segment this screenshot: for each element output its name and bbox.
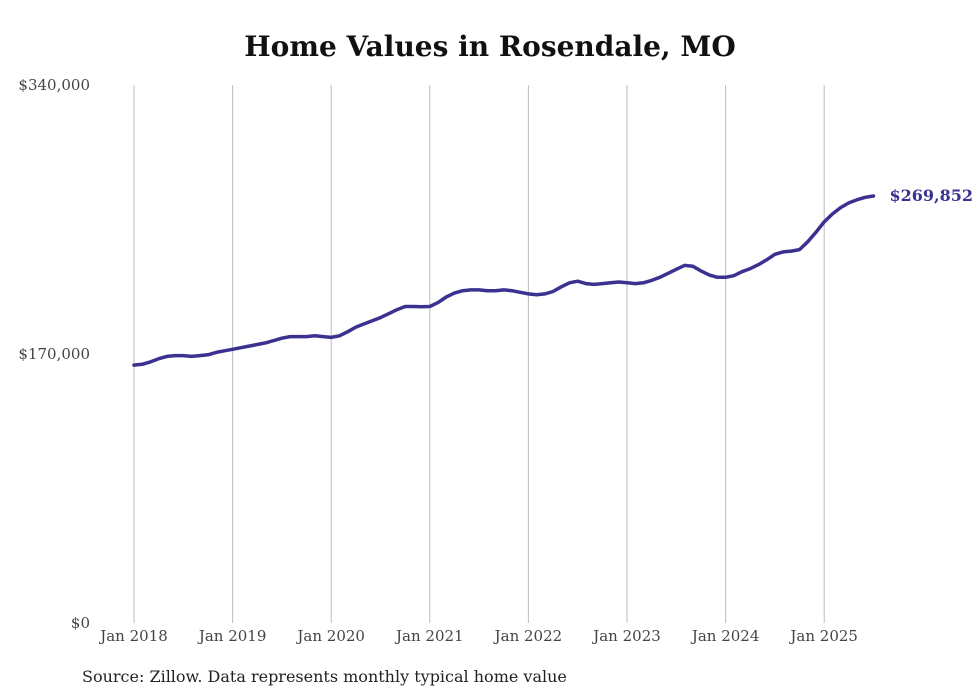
- chart-title: Home Values in Rosendale, MO: [244, 30, 736, 63]
- home-value-line: [132, 194, 876, 367]
- x-tick-label: Jan 2021: [394, 627, 464, 645]
- gridlines: [133, 85, 825, 623]
- x-tick-label: Jan 2023: [591, 627, 661, 645]
- source-note: Source: Zillow. Data represents monthly …: [82, 667, 567, 686]
- y-tick-label: $340,000: [18, 76, 90, 94]
- y-tick-label: $0: [71, 614, 90, 632]
- x-tick-label: Jan 2020: [295, 627, 365, 645]
- x-tick-label: Jan 2018: [98, 627, 168, 645]
- y-axis: $0 $170,000 $340,000: [18, 76, 90, 632]
- x-tick-label: Jan 2024: [690, 627, 760, 645]
- y-tick-label: $170,000: [18, 345, 90, 363]
- end-value-label: $269,852: [890, 186, 974, 205]
- x-axis: Jan 2018 Jan 2019 Jan 2020 Jan 2021 Jan 2022…: [98, 627, 858, 645]
- series: [132, 194, 876, 367]
- end-label-group: $269,852: [890, 186, 974, 205]
- x-tick-label: Jan 2022: [493, 627, 563, 645]
- x-tick-label: Jan 2019: [197, 627, 267, 645]
- x-tick-label: Jan 2025: [788, 627, 858, 645]
